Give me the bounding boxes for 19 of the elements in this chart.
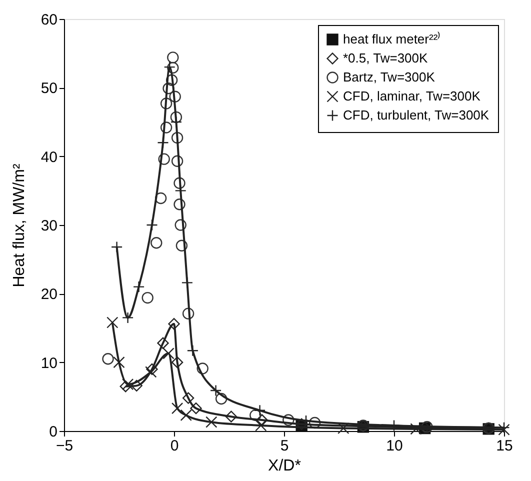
x-tick-label: 15 [496, 438, 513, 454]
x-tick-label: 10 [386, 438, 403, 454]
legend-label: *0.5, Tw=300K [343, 50, 428, 66]
x-tick-label: 0 [170, 438, 179, 454]
y-tick-label: 30 [40, 218, 58, 234]
legend-label: Bartz, Tw=300K [343, 70, 436, 84]
legend-label: CFD, laminar, Tw=300K [343, 88, 481, 104]
y-tick-label: 40 [40, 148, 58, 166]
x-tick-label: −5 [56, 438, 74, 454]
y-tick-label: 0 [49, 424, 58, 440]
y-tick-label: 50 [40, 80, 58, 98]
x-axis-title: X/D* [268, 458, 301, 474]
y-tick-label: 10 [40, 354, 58, 372]
y-tick-label: 60 [40, 12, 58, 28]
y-tick-label: 20 [40, 286, 58, 304]
x-tick-label: 5 [280, 438, 289, 454]
legend-label: heat flux meter²²⁾ [343, 32, 441, 46]
legend-label: CFD, turbulent, Tw=300K [343, 108, 490, 122]
y-axis-title: Heat flux, MW/m² [10, 163, 28, 288]
